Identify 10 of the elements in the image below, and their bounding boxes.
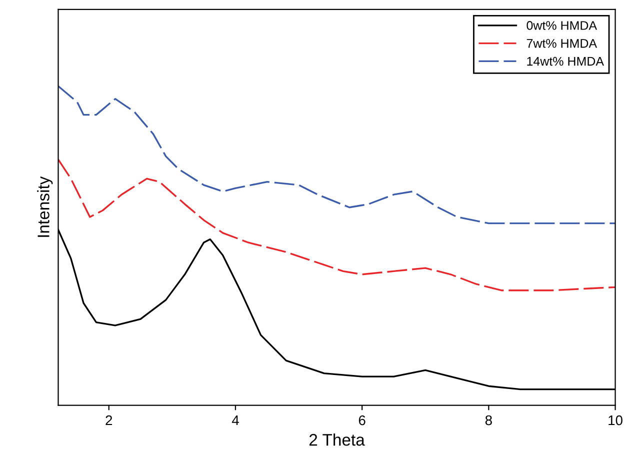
- x-tick-label: 8: [485, 415, 492, 426]
- legend-label: 7wt% HMDA: [526, 39, 598, 48]
- x-tick-label: 6: [358, 415, 366, 426]
- x-tick-label: 10: [608, 415, 622, 426]
- x-axis-title: 2 Theta: [309, 433, 365, 446]
- legend-label: 0wt% HMDA: [526, 21, 598, 30]
- legend-label: 14wt% HMDA: [527, 56, 604, 66]
- x-tick-label: 4: [232, 416, 239, 426]
- x-tick-label: 2: [106, 415, 112, 426]
- y-axis-title: Intensity: [37, 176, 53, 237]
